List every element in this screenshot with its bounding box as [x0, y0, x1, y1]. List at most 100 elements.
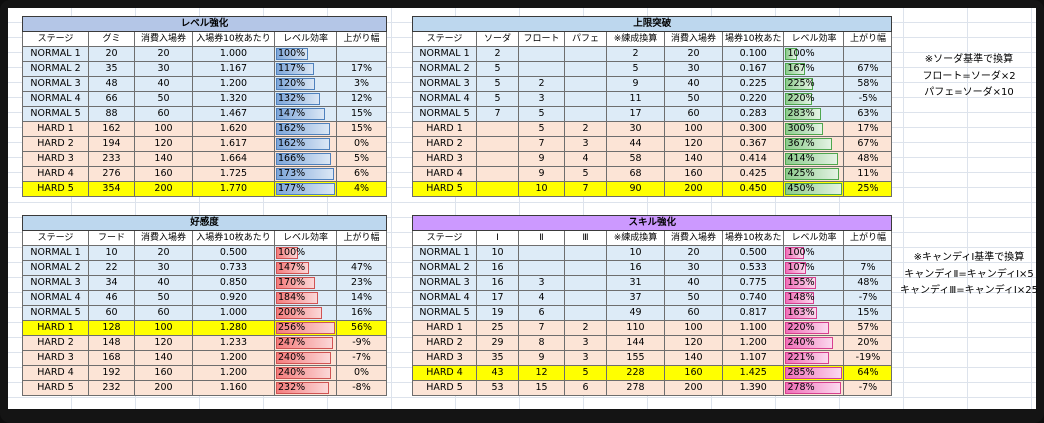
value-cell[interactable]	[476, 166, 519, 182]
value-cell[interactable]: 100	[664, 121, 723, 137]
value-cell[interactable]: 0.920	[192, 290, 275, 306]
note-line[interactable]: キャンディⅡ=キャンディⅠ×5	[904, 268, 1034, 280]
value-cell[interactable]: 9	[606, 76, 665, 92]
value-cell[interactable]: 0.740	[721, 290, 785, 306]
value-cell[interactable]: 40	[664, 76, 723, 92]
value-cell[interactable]: 168	[88, 350, 135, 366]
value-cell[interactable]	[518, 260, 565, 276]
value-cell[interactable]: 3	[564, 335, 607, 351]
value-cell[interactable]: 140	[664, 151, 723, 167]
efficiency-cell[interactable]: 132%	[274, 91, 337, 107]
efficiency-cell[interactable]: 147%	[274, 106, 337, 122]
value-cell[interactable]: 5	[518, 121, 565, 137]
delta-cell[interactable]: -8%	[336, 380, 387, 396]
efficiency-cell[interactable]: 283%	[783, 106, 845, 122]
value-cell[interactable]: 30	[134, 260, 193, 276]
value-cell[interactable]: 4	[564, 151, 607, 167]
value-cell[interactable]: 60	[88, 305, 135, 321]
value-cell[interactable]: 140	[134, 350, 193, 366]
value-cell[interactable]: 2	[518, 76, 565, 92]
value-cell[interactable]: 50	[134, 91, 193, 107]
delta-cell[interactable]: 12%	[336, 91, 387, 107]
delta-cell[interactable]: 17%	[336, 61, 387, 77]
column-header[interactable]: レベル効率	[783, 31, 845, 47]
column-header[interactable]: レベル効率	[783, 230, 845, 246]
note-line[interactable]: キャンディⅢ=キャンディⅠ×25	[900, 285, 1038, 296]
value-cell[interactable]: 10	[518, 181, 565, 197]
value-cell[interactable]: 40	[134, 76, 193, 92]
value-cell[interactable]: 20	[664, 46, 723, 62]
value-cell[interactable]: 1.000	[192, 46, 275, 62]
efficiency-cell[interactable]: 147%	[274, 260, 337, 276]
delta-cell[interactable]	[336, 245, 387, 261]
efficiency-cell[interactable]: 100%	[783, 46, 845, 62]
value-cell[interactable]: 1.725	[192, 166, 275, 182]
value-cell[interactable]: 0.500	[721, 245, 785, 261]
stage-cell[interactable]: HARD 2	[412, 335, 477, 351]
value-cell[interactable]: 7	[518, 136, 565, 152]
value-cell[interactable]: 10	[606, 245, 665, 261]
value-cell[interactable]: 5	[606, 61, 665, 77]
value-cell[interactable]: 1.100	[721, 320, 785, 336]
value-cell[interactable]: 1.620	[192, 121, 275, 137]
column-header[interactable]: Ⅱ	[518, 230, 565, 246]
value-cell[interactable]: 16	[476, 260, 519, 276]
delta-cell[interactable]: 6%	[336, 166, 387, 182]
efficiency-cell[interactable]: 285%	[783, 365, 845, 381]
value-cell[interactable]: 100	[664, 320, 723, 336]
stage-cell[interactable]: HARD 1	[412, 320, 477, 336]
stage-cell[interactable]: NORMAL 3	[412, 76, 477, 92]
efficiency-cell[interactable]: 221%	[783, 350, 845, 366]
efficiency-cell[interactable]: 240%	[274, 350, 337, 366]
value-cell[interactable]: 144	[606, 335, 665, 351]
value-cell[interactable]: 16	[476, 275, 519, 291]
value-cell[interactable]: 20	[134, 46, 193, 62]
efficiency-cell[interactable]: 163%	[783, 305, 845, 321]
value-cell[interactable]: 0.220	[721, 91, 785, 107]
value-cell[interactable]: 228	[606, 365, 665, 381]
column-header[interactable]: レベル効率	[274, 230, 337, 246]
column-header[interactable]: 場券10枚あた	[721, 31, 785, 47]
value-cell[interactable]: 1.770	[192, 181, 275, 197]
efficiency-cell[interactable]: 177%	[274, 181, 337, 197]
value-cell[interactable]	[564, 61, 607, 77]
stage-cell[interactable]: NORMAL 5	[412, 106, 477, 122]
delta-cell[interactable]: 23%	[336, 275, 387, 291]
value-cell[interactable]: 0.533	[721, 260, 785, 276]
column-header[interactable]: ステージ	[412, 31, 477, 47]
value-cell[interactable]: 11	[606, 91, 665, 107]
value-cell[interactable]: 100	[134, 121, 193, 137]
stage-cell[interactable]: NORMAL 2	[412, 61, 477, 77]
value-cell[interactable]: 140	[134, 151, 193, 167]
value-cell[interactable]: 9	[518, 151, 565, 167]
value-cell[interactable]: 60	[664, 106, 723, 122]
stage-cell[interactable]: NORMAL 5	[22, 106, 89, 122]
stage-cell[interactable]: NORMAL 1	[412, 46, 477, 62]
value-cell[interactable]: 16	[606, 260, 665, 276]
value-cell[interactable]: 37	[606, 290, 665, 306]
value-cell[interactable]: 0.500	[192, 245, 275, 261]
value-cell[interactable]: 40	[134, 275, 193, 291]
value-cell[interactable]: 17	[476, 290, 519, 306]
value-cell[interactable]: 1.200	[192, 365, 275, 381]
delta-cell[interactable]	[843, 46, 893, 62]
stage-cell[interactable]: NORMAL 1	[22, 245, 89, 261]
value-cell[interactable]: 1.617	[192, 136, 275, 152]
value-cell[interactable]: 7	[476, 106, 519, 122]
efficiency-cell[interactable]: 173%	[274, 166, 337, 182]
value-cell[interactable]: 53	[476, 380, 519, 396]
value-cell[interactable]	[564, 290, 607, 306]
value-cell[interactable]: 7	[564, 181, 607, 197]
efficiency-cell[interactable]: 100%	[274, 46, 337, 62]
value-cell[interactable]: 49	[606, 305, 665, 321]
delta-cell[interactable]: 5%	[336, 151, 387, 167]
column-header[interactable]: 消費入場券	[664, 31, 723, 47]
delta-cell[interactable]: 11%	[843, 166, 893, 182]
column-header[interactable]: 消費入場券	[134, 230, 193, 246]
value-cell[interactable]: 276	[88, 166, 135, 182]
value-cell[interactable]: 0.733	[192, 260, 275, 276]
stage-cell[interactable]: NORMAL 4	[22, 290, 89, 306]
value-cell[interactable]: 160	[664, 166, 723, 182]
value-cell[interactable]: 7	[518, 320, 565, 336]
delta-cell[interactable]: 15%	[843, 305, 893, 321]
